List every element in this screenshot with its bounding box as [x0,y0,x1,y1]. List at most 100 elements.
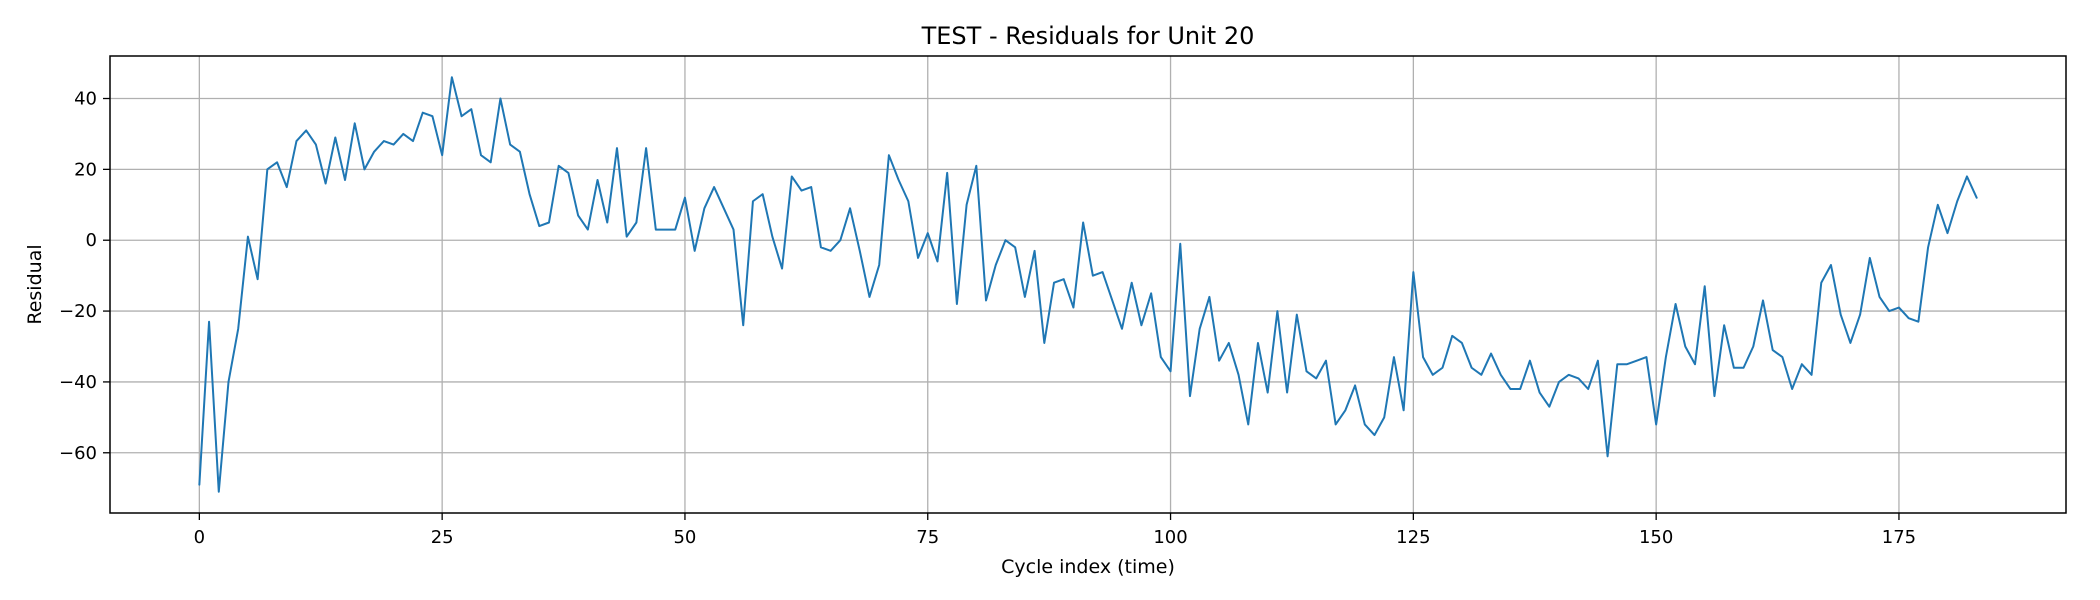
data-point [1772,349,1774,351]
x-axis-label: Cycle index (time) [1001,556,1175,578]
data-point [1733,367,1735,369]
data-point [344,179,346,181]
data-point [975,165,977,167]
data-point [868,296,870,298]
data-point [907,200,909,202]
data-point [1461,342,1463,344]
data-point [286,186,288,188]
data-point [1364,423,1366,425]
data-point [1539,392,1541,394]
data-point [431,115,433,117]
data-point [1471,367,1473,369]
data-point [839,239,841,241]
data-point [1723,324,1725,326]
data-point [1976,197,1978,199]
data-point [1412,271,1414,273]
x-tick-label: 150 [1639,527,1673,548]
data-point [1257,342,1259,344]
data-point [412,140,414,142]
data-point [859,250,861,252]
data-point [684,197,686,199]
data-point [1509,388,1511,390]
data-point [733,229,735,231]
y-tick-label: −40 [59,372,97,393]
data-point [1247,423,1249,425]
grid-lines [110,56,2066,513]
data-point [1655,423,1657,425]
data-point [587,229,589,231]
residual-series-line [198,76,1978,493]
data-point [1888,310,1890,312]
data-point [1908,317,1910,319]
data-point [1325,360,1327,362]
data-point [1956,200,1958,202]
data-point [1354,384,1356,386]
x-tick-label: 175 [1882,527,1916,548]
data-point [1150,292,1152,294]
data-point [402,133,404,135]
data-point [1082,222,1084,224]
data-point [1170,370,1172,372]
data-point [635,222,637,224]
data-point [1208,296,1210,298]
data-point [393,144,395,146]
data-point [1189,395,1191,397]
data-point [1121,328,1123,330]
data-point [936,260,938,262]
data-point [1529,360,1531,362]
data-point [1500,374,1502,376]
y-tick-label: 0 [86,230,97,251]
data-point [946,172,948,174]
data-point [383,140,385,142]
data-point [266,168,268,170]
data-point [577,214,579,216]
data-point [1830,264,1832,266]
data-point [674,229,676,231]
data-point [1218,360,1220,362]
data-point [888,154,890,156]
data-point [208,321,210,323]
data-point [616,147,618,149]
data-point [1568,374,1570,376]
data-point [1704,285,1706,287]
data-point [1713,395,1715,397]
data-point [1072,307,1074,309]
data-point [1199,328,1201,330]
data-point [1694,363,1696,365]
y-axis-label: Residual [24,244,46,324]
data-point [1840,314,1842,316]
data-point [1374,434,1376,436]
data-point [1063,278,1065,280]
data-point [1558,381,1560,383]
data-point [762,193,764,195]
data-point [791,175,793,177]
data-point [1004,239,1006,241]
y-tick-label: 20 [74,159,97,180]
data-point [1811,374,1813,376]
data-point [247,236,249,238]
data-point [1859,314,1861,316]
data-point [1179,243,1181,245]
data-point [334,136,336,138]
data-point [1238,374,1240,376]
data-point [1053,282,1055,284]
data-point [480,154,482,156]
data-point [305,129,307,131]
y-tick-label: 40 [74,89,97,110]
data-point [1607,455,1609,457]
data-point [325,183,327,185]
data-point [509,144,511,146]
data-point [771,236,773,238]
data-point [1577,377,1579,379]
data-point [1160,356,1162,358]
data-point [257,278,259,280]
data-point [1966,175,1968,177]
x-tick-label: 0 [194,527,205,548]
data-point [1616,363,1618,365]
data-point [451,76,453,78]
data-point [499,98,501,100]
data-point [927,232,929,234]
data-point [1102,271,1104,273]
